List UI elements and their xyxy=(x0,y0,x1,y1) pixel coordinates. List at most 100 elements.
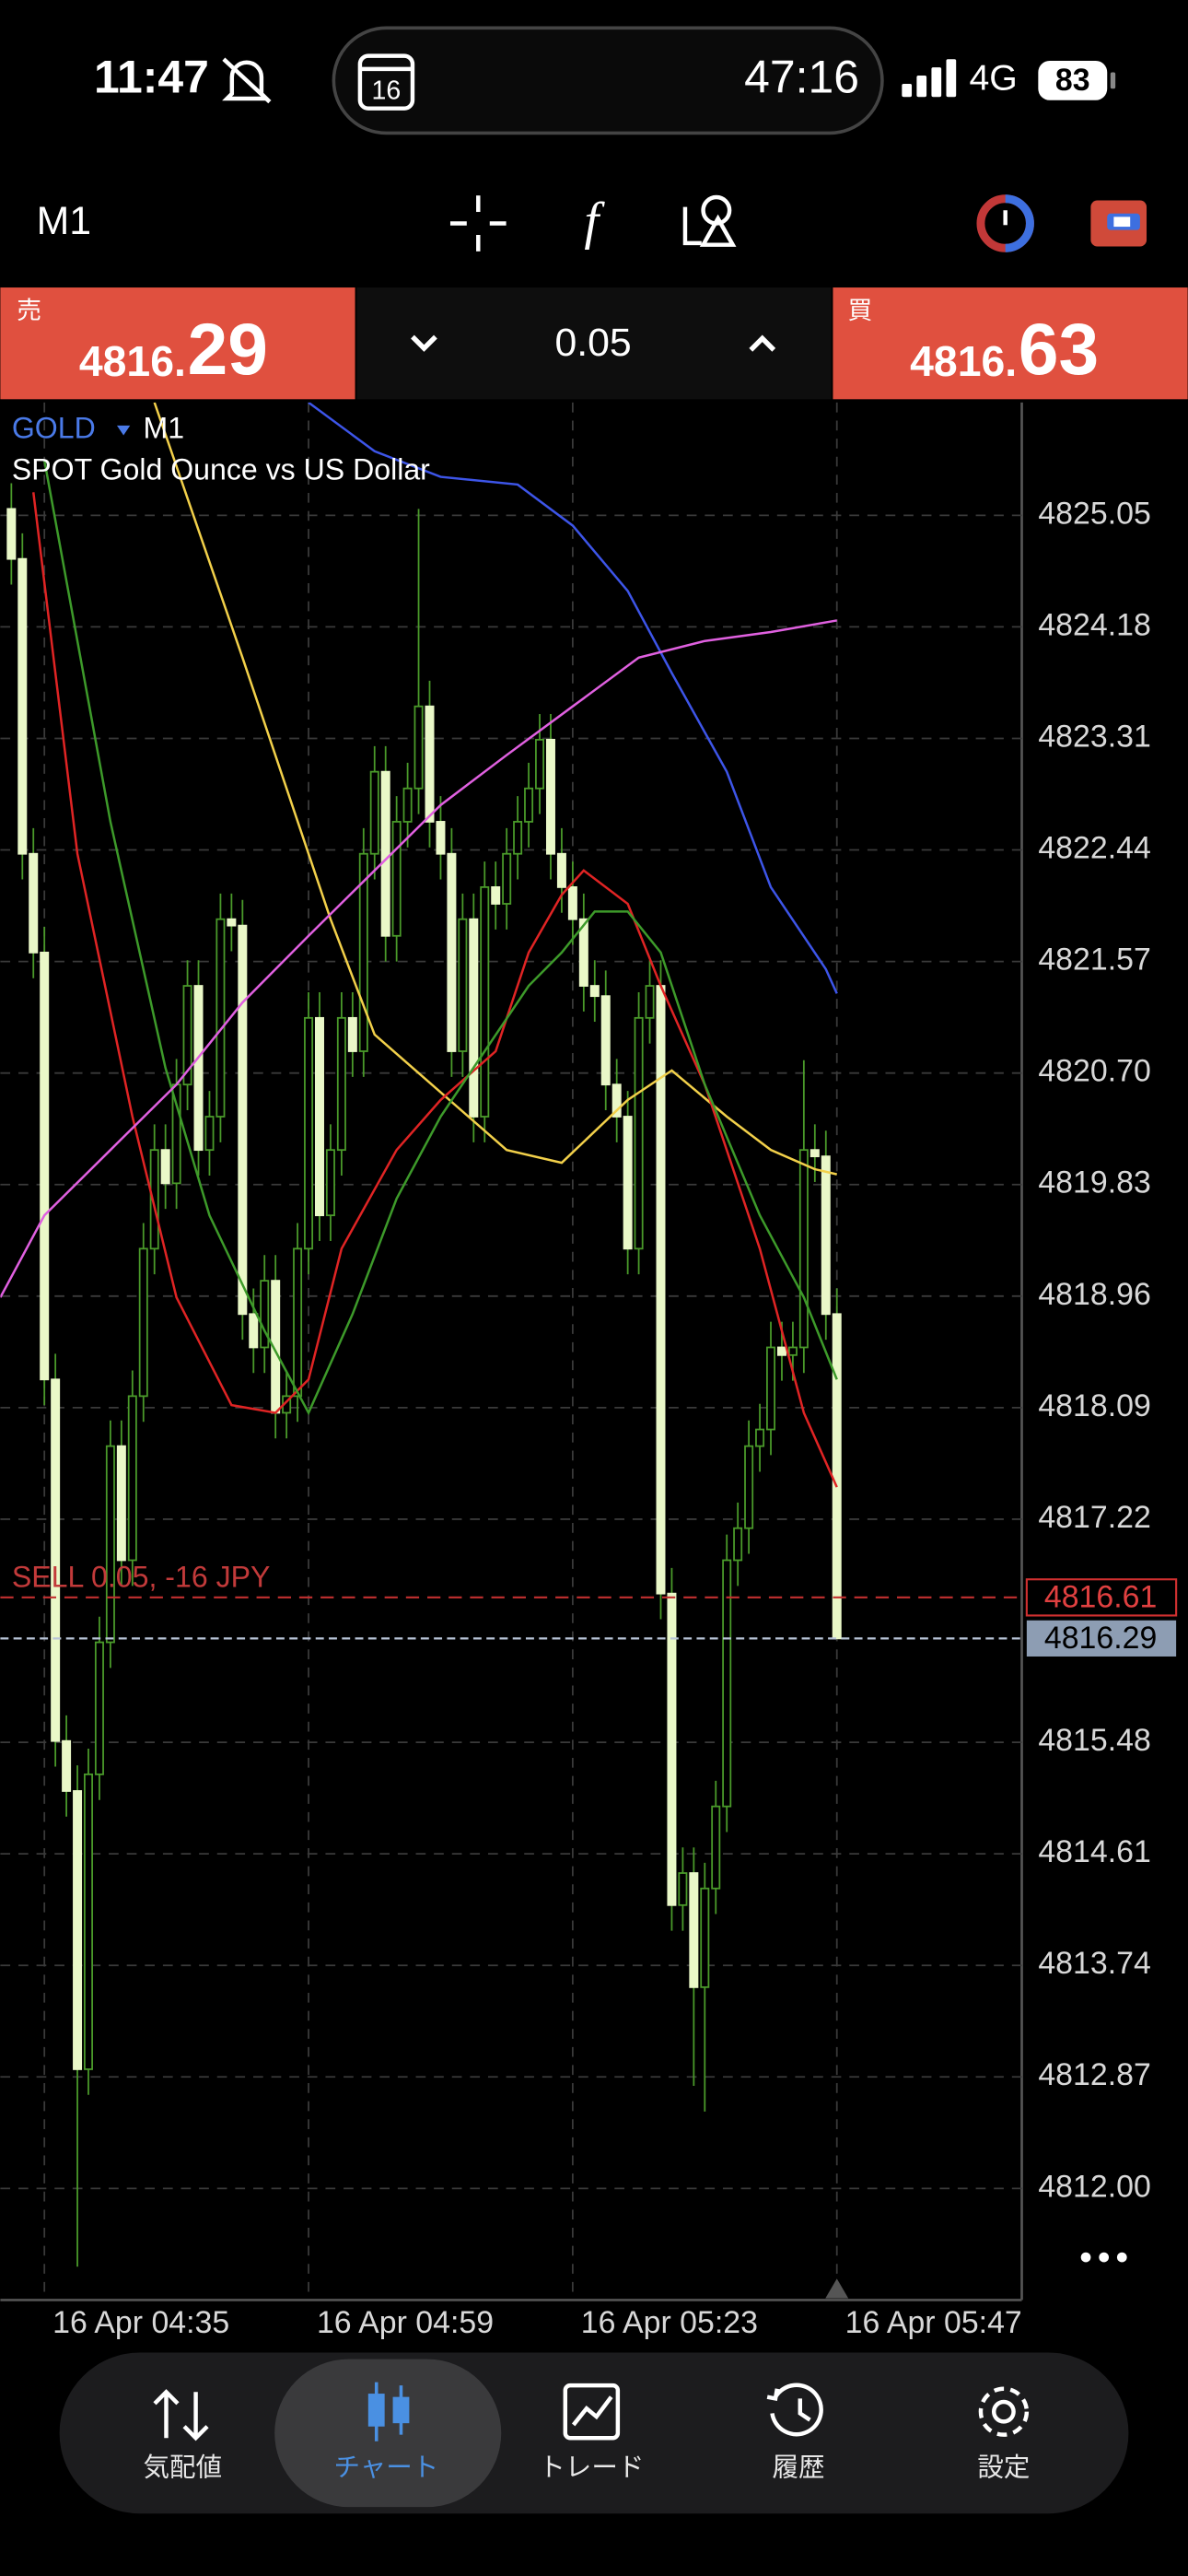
candle-body xyxy=(160,1149,170,1185)
symbol-dropdown[interactable] xyxy=(116,425,131,436)
candle-body xyxy=(634,1016,644,1250)
volume[interactable]: 0.05 xyxy=(554,321,631,365)
tab-trade[interactable]: トレード xyxy=(539,2453,644,2483)
candle-body xyxy=(193,985,204,1152)
chart-timeframe: M1 xyxy=(144,412,185,445)
candle-body xyxy=(722,1559,732,1808)
candle-body xyxy=(94,1641,104,1775)
candle-body xyxy=(238,924,248,1316)
signal-icon xyxy=(902,59,957,98)
candle-body xyxy=(6,508,17,560)
candle-body xyxy=(402,787,413,823)
tab-history[interactable]: 履歴 xyxy=(772,2453,824,2483)
candle-body xyxy=(545,738,555,855)
candle-body xyxy=(358,852,368,1052)
y-tick-label: 4825.05 xyxy=(1038,496,1150,531)
candle-body xyxy=(249,1313,259,1349)
volume-down[interactable] xyxy=(411,334,437,352)
candle-body xyxy=(182,985,192,1086)
tab-settings[interactable]: 設定 xyxy=(977,2453,1030,2483)
candle-body xyxy=(204,1116,215,1152)
dynamic-island xyxy=(332,26,884,135)
candle-body xyxy=(513,821,523,855)
candle-body xyxy=(733,1527,743,1562)
candle-body xyxy=(116,1445,126,1562)
buy-button[interactable] xyxy=(833,287,1188,400)
candle-body xyxy=(645,985,655,1019)
candle-body xyxy=(369,770,379,855)
y-tick-label: 4824.18 xyxy=(1038,607,1150,642)
candle-body xyxy=(227,918,237,927)
candle-body xyxy=(755,1428,765,1447)
battery xyxy=(1038,60,1108,100)
timer: 47:16 xyxy=(744,52,859,103)
y-tick-label: 4821.57 xyxy=(1038,943,1150,978)
sell-label: 売 xyxy=(17,297,41,324)
candle-body xyxy=(40,951,50,1381)
candle-body xyxy=(766,1346,776,1431)
trade-icon xyxy=(563,2383,621,2441)
candle-body xyxy=(744,1445,754,1529)
sell-button[interactable] xyxy=(0,287,355,400)
y-tick-label: 4820.70 xyxy=(1038,1054,1150,1089)
candle-body xyxy=(436,821,446,855)
y-tick-label: 4812.00 xyxy=(1038,2169,1150,2204)
candle-body xyxy=(304,1016,314,1250)
history-button[interactable] xyxy=(976,194,1034,252)
volume-up[interactable] xyxy=(749,334,776,352)
candle-body xyxy=(678,1872,688,1906)
candle-body xyxy=(73,1790,83,2070)
buy-price-main: 4816. xyxy=(910,337,1017,385)
moving-average xyxy=(308,402,838,994)
moving-average xyxy=(42,460,838,1416)
candle-body xyxy=(29,852,39,954)
candle-body xyxy=(578,918,588,987)
chart-icon xyxy=(367,2382,410,2441)
candle-body xyxy=(51,1378,61,1742)
candle-body xyxy=(832,1313,842,1640)
candle-body xyxy=(138,1247,148,1398)
candle-body xyxy=(787,1346,798,1356)
y-tick-label: 4819.83 xyxy=(1038,1165,1150,1200)
buy-label: 買 xyxy=(847,297,872,324)
trade-button[interactable] xyxy=(1090,200,1147,247)
symbol[interactable]: GOLD xyxy=(12,412,96,445)
y-tick-label: 4822.44 xyxy=(1038,830,1150,865)
candle-body xyxy=(689,1872,699,1988)
last-price-tag xyxy=(1026,1620,1177,1657)
sell-price-tag xyxy=(1025,1578,1178,1617)
candle-body xyxy=(447,852,457,1052)
candle-body xyxy=(524,787,534,823)
crosshair-button[interactable] xyxy=(449,195,507,252)
candle-body xyxy=(425,705,435,823)
more-button[interactable] xyxy=(1080,2252,1127,2263)
candle-body xyxy=(667,1592,677,1906)
tab-chart[interactable]: チャート xyxy=(334,2453,439,2483)
candle-body xyxy=(711,1805,721,1890)
sell-price-main: 4816. xyxy=(79,337,186,385)
candle-body xyxy=(380,770,390,937)
candle-body xyxy=(809,1149,820,1158)
candle-body xyxy=(293,1247,303,1398)
sell-order-label: SELL 0.05, -16 JPY xyxy=(12,1561,271,1594)
candle-body xyxy=(149,1149,159,1250)
candle-body xyxy=(535,738,545,790)
timeframe-button[interactable]: M1 xyxy=(37,199,91,243)
battery-cap xyxy=(1110,72,1116,89)
candle-body xyxy=(556,852,566,888)
x-tick-label: 16 Apr 04:35 xyxy=(52,2305,229,2340)
candle-body xyxy=(700,1887,710,1988)
y-tick-label: 4823.31 xyxy=(1038,719,1150,754)
last-price-tag-text: 4816.29 xyxy=(1044,1621,1157,1656)
y-tick-label: 4818.09 xyxy=(1038,1388,1150,1423)
tab-quotes[interactable]: 気配値 xyxy=(144,2453,223,2483)
y-tick-label: 4813.74 xyxy=(1038,1946,1150,1981)
candle-body xyxy=(491,886,501,905)
y-tick-label: 4818.96 xyxy=(1038,1277,1150,1312)
x-tick-label: 16 Apr 05:23 xyxy=(581,2305,758,2340)
objects-button[interactable] xyxy=(682,194,737,247)
candle-body xyxy=(567,886,577,920)
x-tick-label: 16 Apr 05:47 xyxy=(845,2305,1022,2340)
